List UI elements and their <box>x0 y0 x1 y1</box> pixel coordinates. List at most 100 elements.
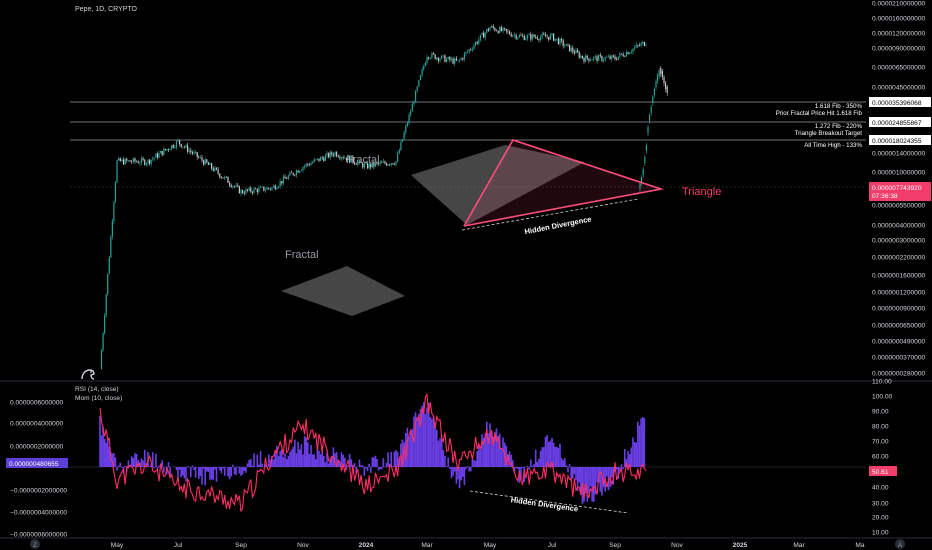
time-axis-tick: May <box>111 542 124 549</box>
fractal-shape-upper[interactable] <box>411 145 585 225</box>
fractal-shape-lower[interactable] <box>281 266 405 316</box>
momentum-bar <box>253 453 255 467</box>
momentum-bar <box>287 456 290 467</box>
momentum-bar <box>471 459 474 467</box>
momentum-bar <box>444 455 446 467</box>
candle-body <box>439 58 441 61</box>
momentum-bar <box>544 436 547 467</box>
candle-body <box>390 163 392 165</box>
candle-body <box>118 158 120 161</box>
momentum-bar <box>282 457 285 467</box>
momentum-bar <box>233 467 236 475</box>
candle-body <box>403 132 405 140</box>
candle-body <box>445 58 448 62</box>
candle-body <box>491 25 493 28</box>
momentum-bar <box>167 462 170 467</box>
momentum-bar <box>259 451 262 467</box>
candle-body <box>513 34 516 36</box>
momentum-bar <box>584 467 587 494</box>
time-axis-tick: Nov <box>671 542 683 549</box>
price-axis[interactable]: 0.0000210000000 0.0000160000000 0.00001200… <box>872 1 926 378</box>
a-badge[interactable]: A <box>895 539 905 549</box>
candle-body <box>643 41 645 46</box>
time-axis-tick: Ma <box>855 542 864 549</box>
momentum-bar <box>342 454 344 467</box>
candle-body <box>539 36 542 41</box>
momentum-bar <box>473 459 475 467</box>
candle-body <box>373 162 375 167</box>
momentum-bar <box>327 463 330 467</box>
triangle-pattern[interactable] <box>463 139 665 227</box>
candle-body <box>596 56 598 61</box>
candle-body <box>625 52 628 57</box>
candle-body <box>544 34 547 37</box>
time-axis-tick: Jul <box>174 542 183 549</box>
momentum-bar <box>562 460 564 467</box>
momentum-bar <box>198 467 200 480</box>
momentum-bar <box>321 446 323 467</box>
price-axis-tick: 0.0000001200000 <box>872 290 926 297</box>
momentum-bar <box>594 467 597 495</box>
candle-body <box>434 54 436 60</box>
rsi-axis-tick: 100.00 <box>872 394 893 401</box>
momentum-bar <box>337 459 340 467</box>
candle-body <box>204 159 206 165</box>
candle-body <box>331 152 333 155</box>
rsi-axis[interactable]: 110.00 100.00 90.00 80.00 70.00 60.00 40.00 30.… <box>872 379 893 537</box>
candle-body <box>155 153 157 158</box>
momentum-bar <box>610 467 613 478</box>
candle-body <box>494 27 496 31</box>
candle-body <box>255 188 257 190</box>
momentum-bar <box>395 450 397 467</box>
momentum-bar <box>249 458 252 467</box>
momentum-bar <box>533 464 535 467</box>
momentum-bar <box>520 467 522 480</box>
momentum-bar <box>214 467 216 470</box>
momentum-bar <box>113 453 115 467</box>
momentum-bar <box>220 467 223 474</box>
momentum-bar <box>502 437 504 467</box>
rsi-axis-tick: 40.00 <box>872 485 889 492</box>
candle-body <box>282 176 285 184</box>
momentum-bar <box>432 416 435 467</box>
candle-body <box>232 186 234 188</box>
candle-body <box>606 57 608 58</box>
rsi-axis-tick: 60.00 <box>872 454 889 461</box>
right-scale-badge-circle <box>895 539 905 549</box>
candle-body <box>525 38 527 40</box>
candle-body <box>183 146 185 148</box>
z-badge[interactable]: Z <box>30 539 40 549</box>
candle-body <box>321 157 323 159</box>
candle-body <box>594 56 597 58</box>
momentum-axis[interactable]: 0.0000006000000 0.0000004000000 0.00000020… <box>10 400 67 539</box>
time-axis[interactable]: May Jul Sep Nov 2024 Mar May Jul Sep Nov 2025 Mar Ma <box>111 542 865 549</box>
momentum-bar <box>114 457 117 467</box>
candle-body <box>515 34 517 39</box>
candle-body <box>489 27 491 31</box>
last-price-box[interactable] <box>869 182 931 201</box>
momentum-bar <box>512 460 514 467</box>
candle-body <box>203 160 205 165</box>
momentum-bar <box>632 437 634 467</box>
momentum-bar <box>534 449 537 467</box>
dinosaur-logo-icon[interactable] <box>81 369 95 380</box>
candle-body <box>454 58 456 64</box>
candle-body <box>385 163 388 166</box>
momentum-bar <box>313 454 315 467</box>
momentum-bar <box>106 436 109 467</box>
candle-body <box>609 56 611 60</box>
hidden-divergence-line-rsi[interactable] <box>469 490 629 514</box>
candle-body <box>499 27 501 34</box>
candle-body <box>313 159 315 163</box>
candle-body <box>352 156 354 163</box>
candle-body <box>405 125 407 133</box>
momentum-bar <box>201 467 203 485</box>
candle-body <box>147 159 149 164</box>
candle-body <box>312 162 314 164</box>
momentum-bar <box>458 467 461 489</box>
momentum-bar <box>568 463 571 467</box>
candle-body <box>478 39 480 44</box>
rsi-axis-tick: 90.00 <box>872 409 889 416</box>
momentum-bar <box>507 454 509 467</box>
